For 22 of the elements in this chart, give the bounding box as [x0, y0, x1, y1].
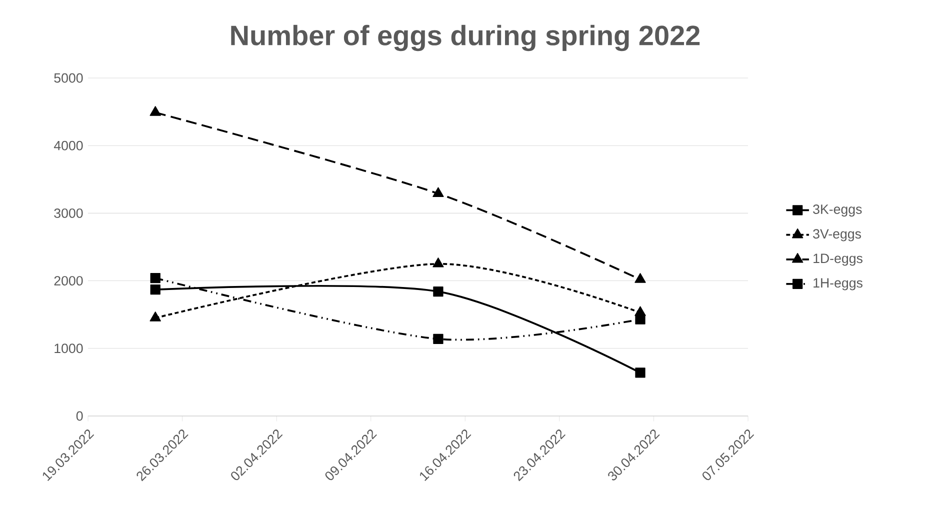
point [150, 312, 161, 322]
point [150, 106, 161, 116]
y-tick-label: 4000 [54, 140, 83, 150]
point [635, 368, 646, 378]
legend-label: 3V-eggs [813, 229, 862, 242]
point [433, 286, 444, 297]
point [432, 187, 444, 197]
point [634, 273, 646, 283]
legend-label: 3K-eggs [813, 204, 862, 217]
legend-label: 1D-eggs [814, 254, 862, 266]
y-tick-label: 5000 [54, 73, 83, 83]
point [150, 273, 160, 284]
y-tick-label: 0 [76, 411, 83, 421]
point [433, 334, 444, 344]
y-tick-label: 1000 [54, 344, 83, 354]
point [150, 284, 160, 295]
y-tick-label: 2000 [54, 276, 83, 286]
point [635, 314, 646, 324]
chart-title: Number of eggs during spring 2022 [231, 24, 700, 52]
y-tick-label: 3000 [54, 208, 83, 218]
point [432, 257, 444, 268]
legend-label: 1H-eggs [814, 278, 862, 290]
